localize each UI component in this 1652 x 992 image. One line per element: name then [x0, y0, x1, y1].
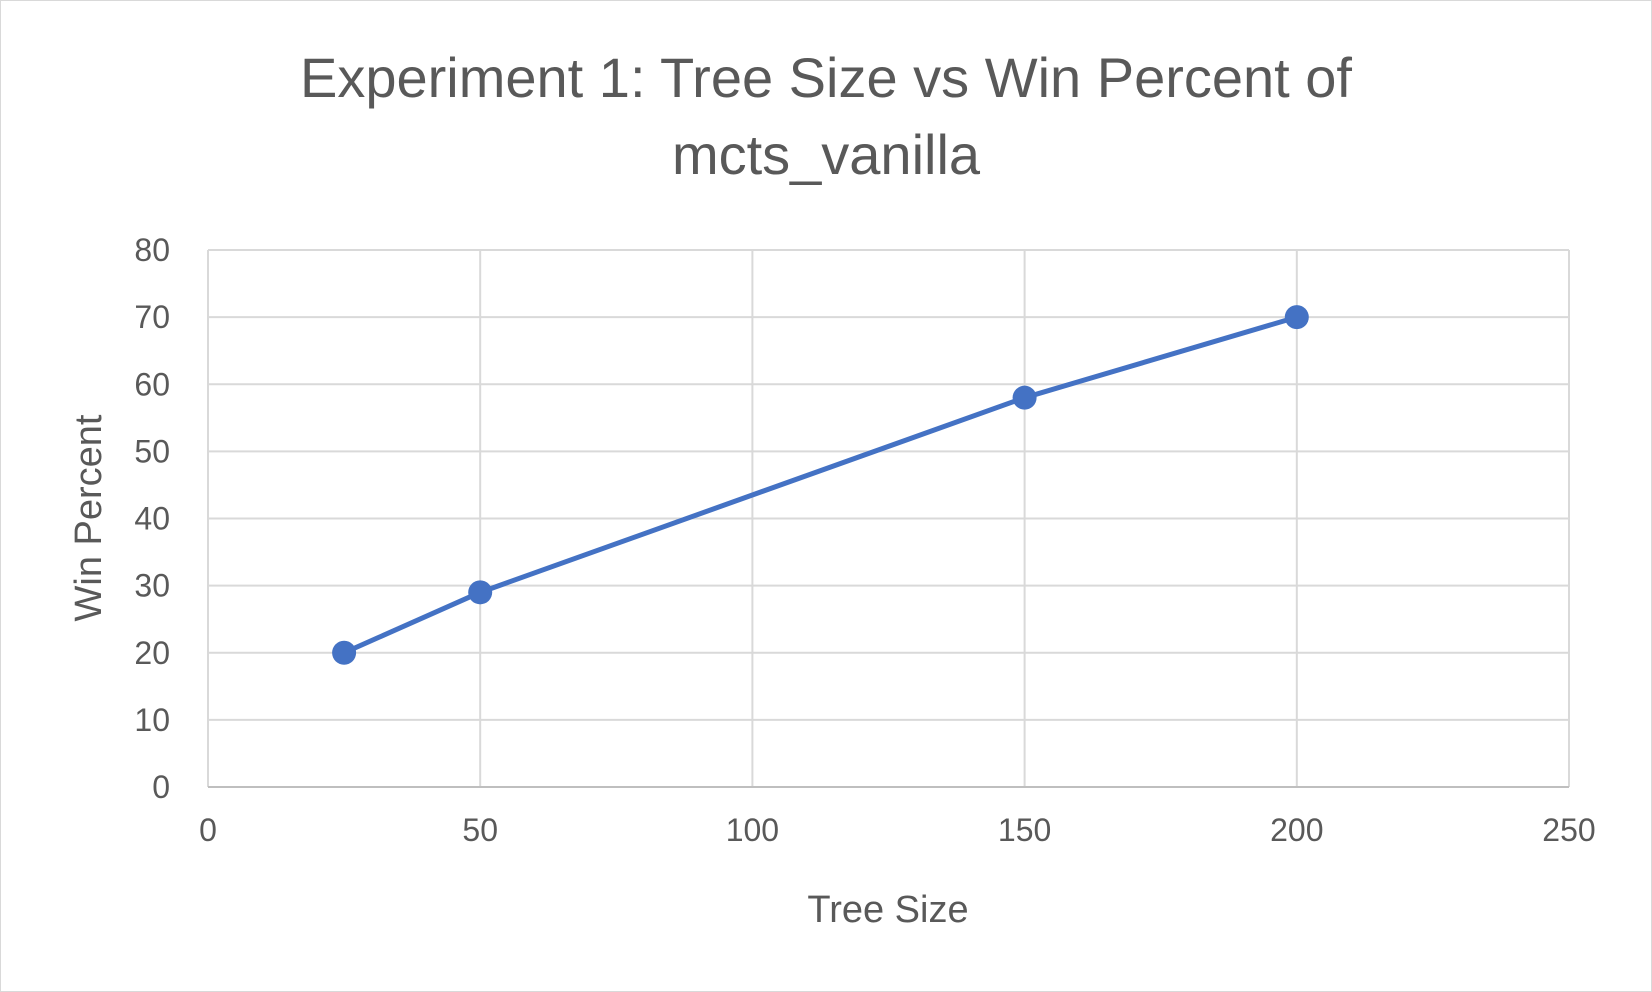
- y-tick-label-10: 10: [134, 702, 170, 738]
- y-tick-label-20: 20: [134, 635, 170, 671]
- y-tick-label-80: 80: [134, 232, 170, 268]
- y-tick-label-30: 30: [134, 568, 170, 604]
- x-tick-label-100: 100: [726, 812, 779, 848]
- x-tick-label-250: 250: [1542, 812, 1595, 848]
- x-tick-label-200: 200: [1270, 812, 1323, 848]
- x-axis-tick-labels: 0 50 100 150 200 250: [199, 812, 1596, 848]
- x-tick-label-50: 50: [462, 812, 498, 848]
- horizontal-gridlines: [208, 249, 1569, 721]
- series-line-0: [341, 314, 1300, 656]
- x-tick-label-0: 0: [199, 812, 217, 848]
- y-tick-label-0: 0: [152, 769, 170, 805]
- series-layer: [332, 305, 1309, 665]
- y-tick-label-50: 50: [134, 433, 170, 469]
- y-tick-label-70: 70: [134, 299, 170, 335]
- y-axis-title: Win Percent: [68, 414, 110, 621]
- data-point-2: [1012, 385, 1037, 410]
- vertical-gridlines: [479, 250, 1570, 787]
- x-tick-label-150: 150: [998, 812, 1051, 848]
- chart-title: Experiment 1: Tree Size vs Win Percent o…: [300, 46, 1352, 186]
- y-tick-label-60: 60: [134, 366, 170, 402]
- data-point-3: [1284, 305, 1309, 330]
- y-tick-label-40: 40: [134, 501, 170, 537]
- data-point-0: [332, 640, 357, 665]
- chart-title-line-1: Experiment 1: Tree Size vs Win Percent o…: [300, 46, 1352, 109]
- y-axis-tick-labels: 0 10 20 30 40 50 60 70 80: [134, 232, 170, 805]
- chart-title-line-2: mcts_vanilla: [672, 123, 981, 186]
- axes: [207, 250, 1569, 788]
- data-point-1: [468, 580, 493, 605]
- x-axis-title: Tree Size: [807, 889, 968, 931]
